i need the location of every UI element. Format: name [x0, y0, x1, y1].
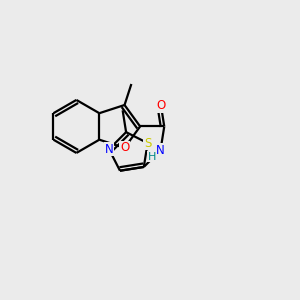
Text: O: O [156, 99, 166, 112]
Text: S: S [144, 136, 151, 150]
Text: O: O [120, 141, 129, 154]
Text: N: N [105, 143, 113, 156]
Text: N: N [156, 144, 165, 157]
Text: H: H [148, 152, 156, 162]
